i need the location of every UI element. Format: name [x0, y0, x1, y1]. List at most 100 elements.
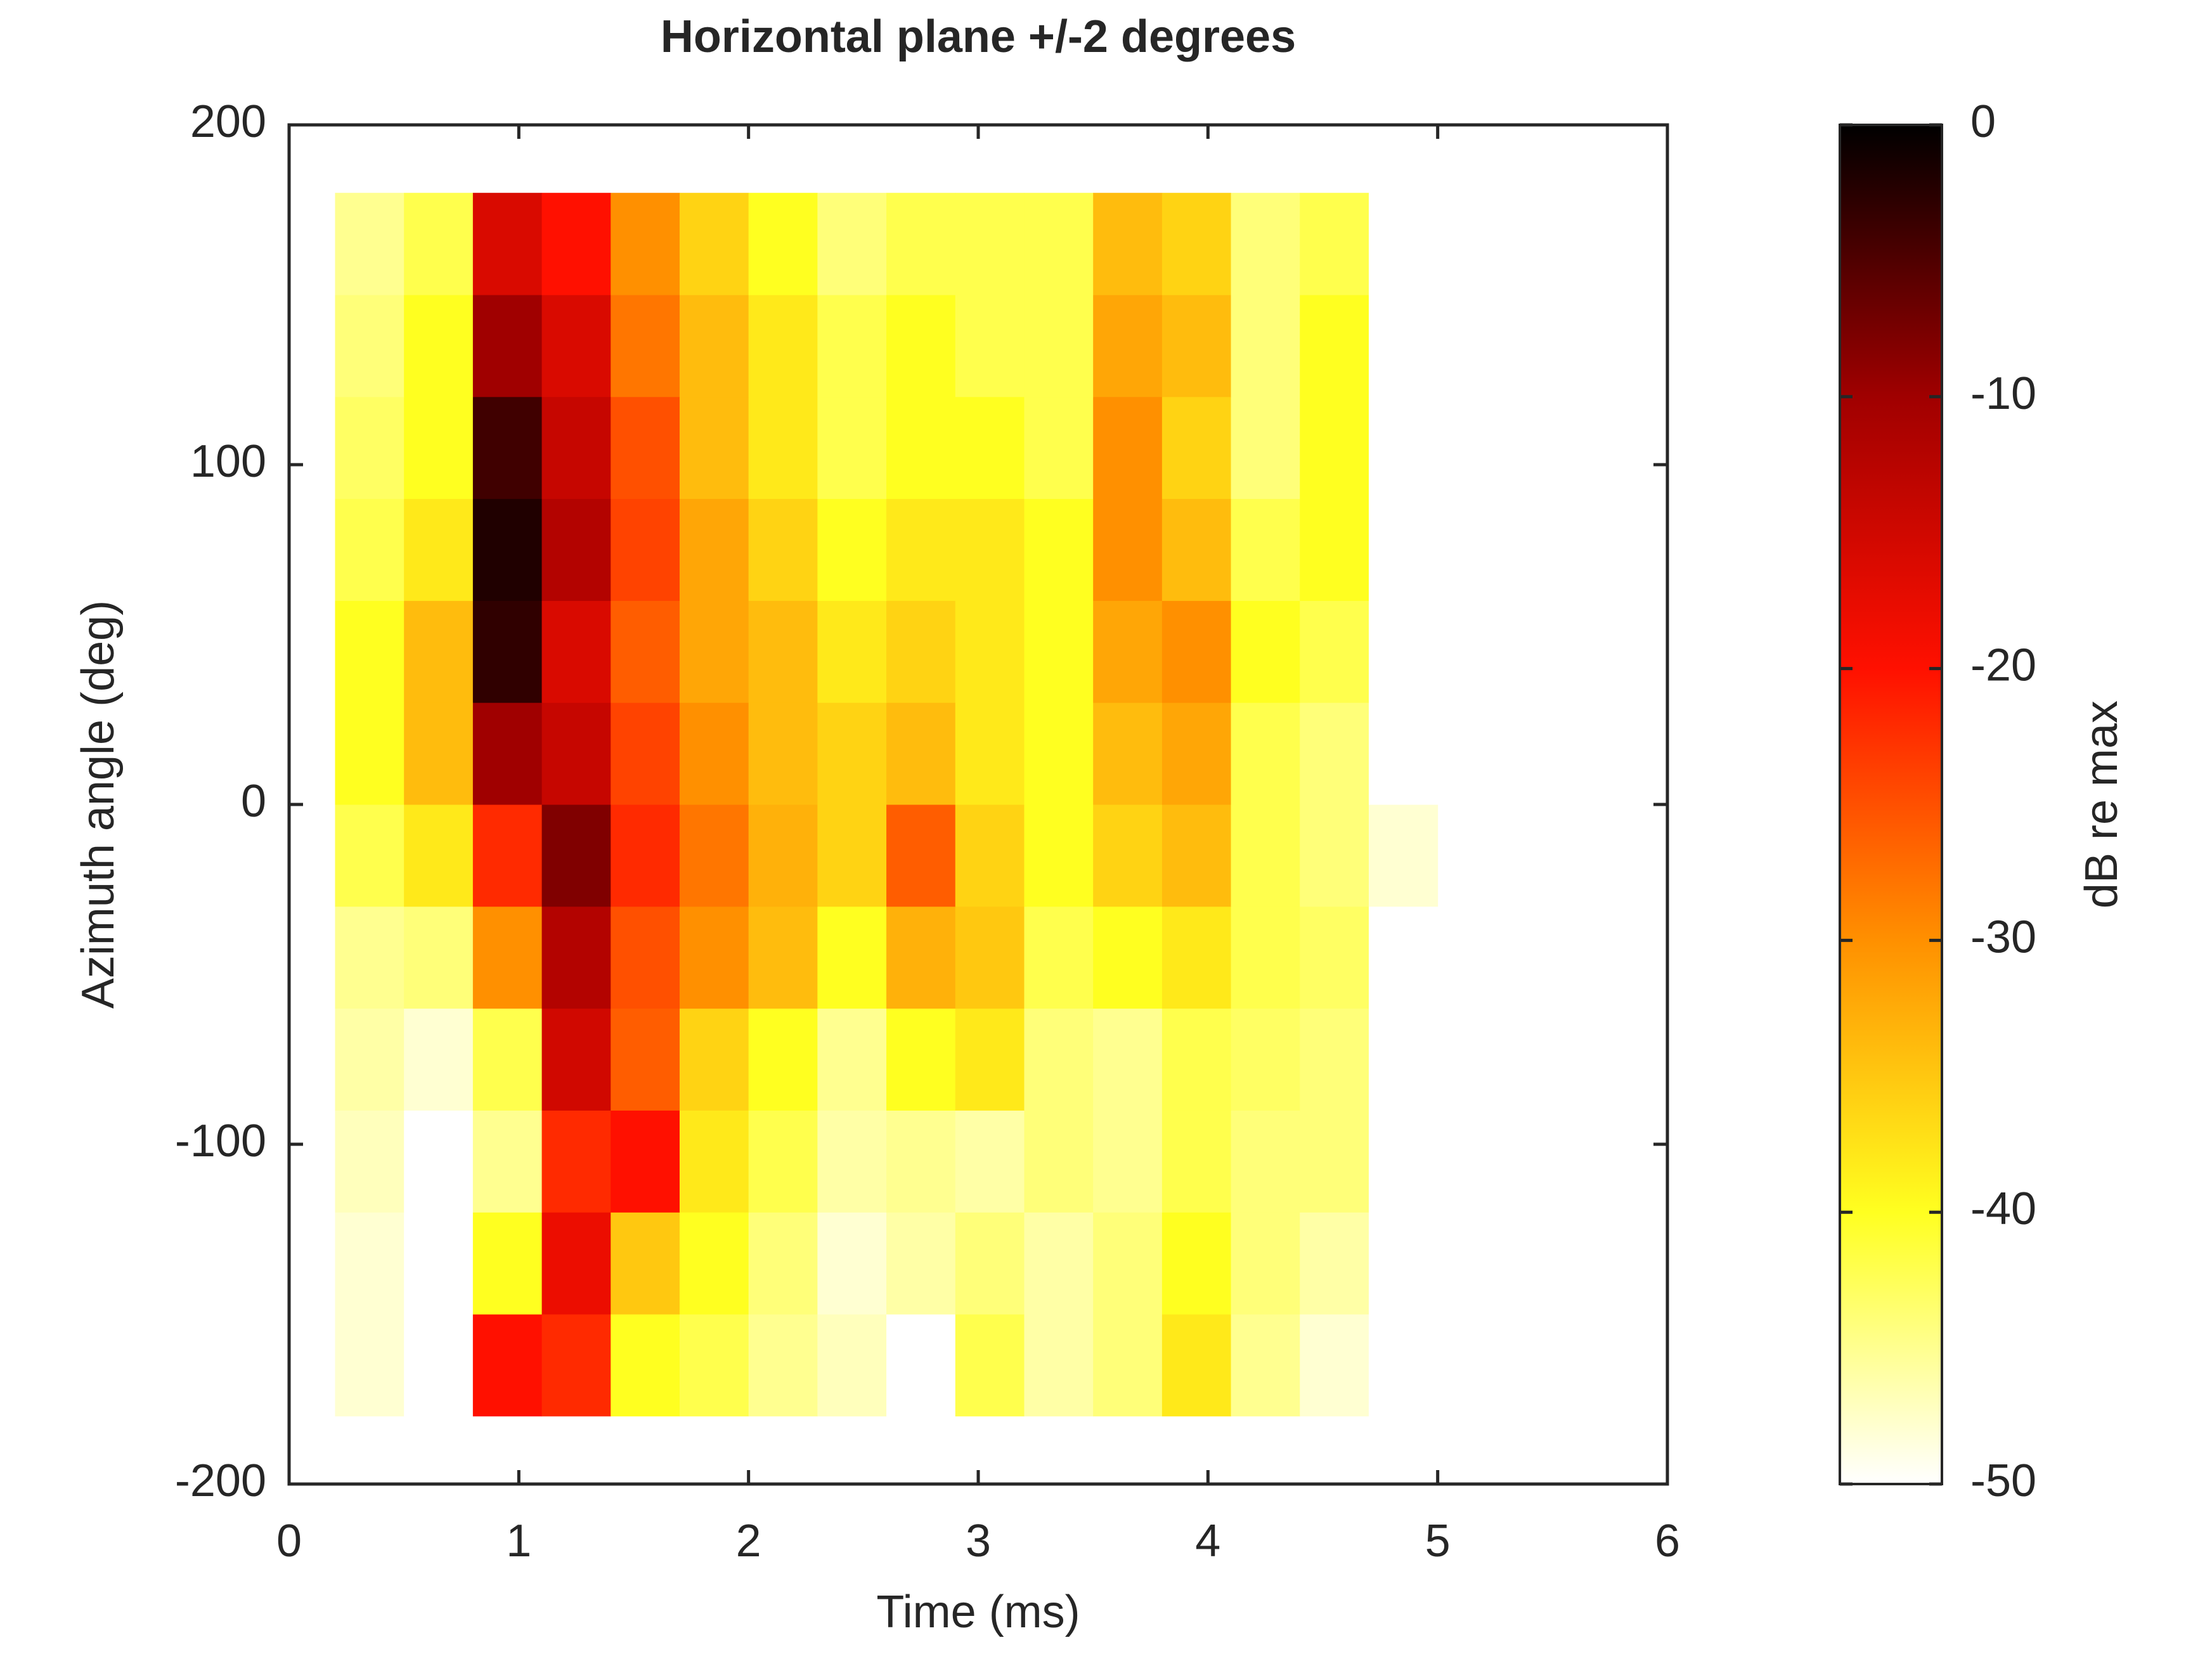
heatmap-cell [679, 906, 749, 1009]
colorbar-tick-label: -30 [1970, 912, 2036, 962]
heatmap-cell [1368, 1110, 1439, 1213]
heatmap-cell [335, 702, 404, 805]
y-tick-label: -100 [175, 1116, 266, 1166]
heatmap-cell [404, 498, 474, 601]
heatmap-cell [1093, 906, 1163, 1009]
heatmap-cell [335, 1110, 404, 1213]
heatmap-cell [1024, 1008, 1094, 1111]
heatmap-cell [1093, 600, 1163, 703]
heatmap-cell [886, 193, 956, 295]
heatmap-cell [472, 396, 543, 500]
heatmap-cell [679, 600, 749, 703]
heatmap-cell [1300, 1008, 1369, 1111]
heatmap-cell [335, 600, 404, 703]
heatmap-cell [1231, 600, 1300, 703]
heatmap-cell [817, 396, 887, 500]
heatmap-cell [955, 1314, 1025, 1417]
colorbar [1839, 124, 1943, 1485]
heatmap-cell [679, 1314, 749, 1417]
heatmap-cell [955, 1110, 1025, 1213]
heatmap-cell [404, 1212, 474, 1315]
heatmap-cell [611, 1110, 680, 1213]
heatmap-cell [817, 1110, 887, 1213]
heatmap-cell [1368, 295, 1439, 397]
x-tick-label: 6 [1655, 1516, 1680, 1566]
heatmap-cell [1300, 600, 1369, 703]
heatmap-cell [1231, 1212, 1300, 1315]
heatmap-cell [1024, 906, 1094, 1009]
heatmap-cell [611, 1008, 680, 1111]
heatmap-cell [611, 193, 680, 295]
heatmap-cell [472, 702, 543, 805]
heatmap-cell [886, 906, 956, 1009]
heatmap-cell [1161, 702, 1232, 805]
heatmap-cell [472, 1110, 543, 1213]
heatmap-cell [679, 396, 749, 500]
heatmap-cell [472, 600, 543, 703]
heatmap-cell [404, 702, 474, 805]
heatmap-cell [541, 600, 611, 703]
heatmap-cell [1024, 498, 1094, 601]
heatmap-cell [1368, 906, 1439, 1009]
heatmap-cell [335, 396, 404, 500]
heatmap-cell [955, 1008, 1025, 1111]
heatmap-cell [541, 1212, 611, 1315]
heatmap-cell [748, 1110, 818, 1213]
heatmap-cell [1093, 295, 1163, 397]
heatmap-cell [335, 498, 404, 601]
heatmap-cell [955, 193, 1025, 295]
heatmap-cell [748, 295, 818, 397]
heatmap-cell [817, 1314, 887, 1417]
heatmap-cell [955, 396, 1025, 500]
heatmap-cell [1024, 1314, 1094, 1417]
heatmap-cell [955, 804, 1025, 907]
heatmap-cell [1093, 702, 1163, 805]
heatmap-cell [679, 193, 749, 295]
heatmap-cell [1024, 295, 1094, 397]
heatmap-cell [1300, 702, 1369, 805]
heatmap-cell [1368, 600, 1439, 703]
colorbar-label: dB re max [2076, 700, 2127, 908]
heatmap-cell [472, 1314, 543, 1417]
heatmap-cell [1161, 1212, 1232, 1315]
heatmap-cell [955, 702, 1025, 805]
heatmap-cell [335, 1008, 404, 1111]
colorbar-tick-label: 0 [1970, 96, 1996, 147]
heatmap-cell [886, 702, 956, 805]
x-tick-label: 5 [1425, 1516, 1451, 1566]
x-tick-label: 1 [506, 1516, 531, 1566]
heatmap-cell [472, 1008, 543, 1111]
heatmap-cell [1024, 193, 1094, 295]
heatmap-cell [404, 804, 474, 907]
heatmap-cell [404, 396, 474, 500]
heatmap-cell [1300, 1314, 1369, 1417]
heatmap-cell [404, 295, 474, 397]
heatmap-cell [335, 804, 404, 907]
heatmap-cell [1300, 396, 1369, 500]
heatmap-cell [472, 906, 543, 1009]
heatmap-cell [1300, 1110, 1369, 1213]
heatmap-cell [817, 1212, 887, 1315]
heatmap-cell [886, 804, 956, 907]
heatmap-cell [679, 498, 749, 601]
heatmap-cell [1300, 193, 1369, 295]
heatmap-cell [886, 498, 956, 601]
x-axis-label: Time (ms) [876, 1587, 1080, 1637]
heatmap-cell [748, 193, 818, 295]
heatmap-cell [335, 295, 404, 397]
heatmap-cell [748, 396, 818, 500]
heatmap-cell [611, 702, 680, 805]
heatmap-cell [1300, 295, 1369, 397]
heatmap-cell [1231, 498, 1300, 601]
heatmap-cell [1231, 804, 1300, 907]
heatmap-cell [1161, 600, 1232, 703]
y-tick-label: 100 [190, 436, 266, 487]
heatmap-cell [1161, 1110, 1232, 1213]
heatmap-cell [1093, 1314, 1163, 1417]
colorbar-tick-label: -20 [1970, 640, 2036, 691]
chart-title: Horizontal plane +/-2 degrees [661, 11, 1296, 62]
x-tick-label: 4 [1195, 1516, 1220, 1566]
heatmap-cell [472, 193, 543, 295]
heatmap-cell [886, 1110, 956, 1213]
heatmap-cell [955, 1212, 1025, 1315]
